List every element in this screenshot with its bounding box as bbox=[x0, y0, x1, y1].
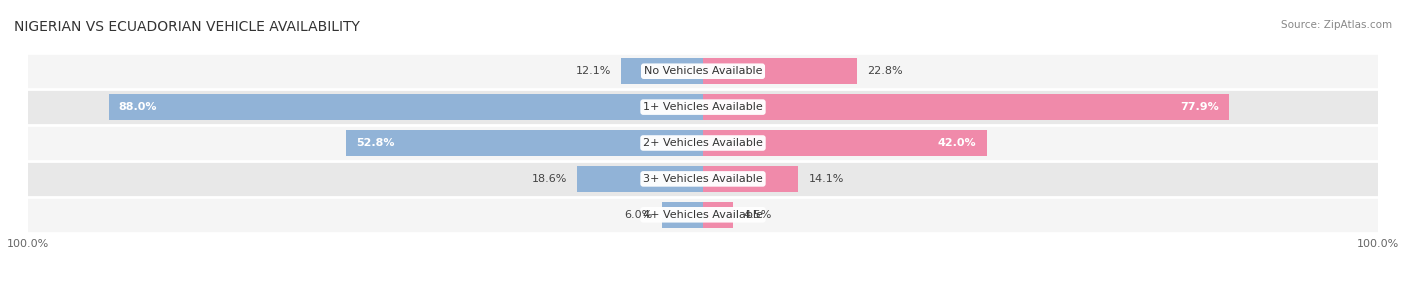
Bar bbox=[703, 130, 987, 156]
Text: 77.9%: 77.9% bbox=[1180, 102, 1219, 112]
Bar bbox=[108, 94, 703, 120]
Bar bbox=[28, 53, 1378, 89]
Text: 2+ Vehicles Available: 2+ Vehicles Available bbox=[643, 138, 763, 148]
Bar bbox=[28, 125, 1378, 161]
Text: 14.1%: 14.1% bbox=[808, 174, 844, 184]
Bar bbox=[703, 202, 734, 228]
Text: No Vehicles Available: No Vehicles Available bbox=[644, 66, 762, 76]
Bar bbox=[28, 161, 1378, 197]
Text: 1+ Vehicles Available: 1+ Vehicles Available bbox=[643, 102, 763, 112]
Text: 22.8%: 22.8% bbox=[868, 66, 903, 76]
Text: 4+ Vehicles Available: 4+ Vehicles Available bbox=[643, 210, 763, 220]
Text: 12.1%: 12.1% bbox=[576, 66, 612, 76]
Text: 52.8%: 52.8% bbox=[357, 138, 395, 148]
Bar bbox=[703, 94, 1229, 120]
Bar bbox=[28, 197, 1378, 233]
Bar bbox=[578, 166, 703, 192]
Bar bbox=[703, 58, 858, 84]
Text: 42.0%: 42.0% bbox=[938, 138, 977, 148]
Text: Source: ZipAtlas.com: Source: ZipAtlas.com bbox=[1281, 20, 1392, 30]
Bar bbox=[346, 130, 703, 156]
Bar bbox=[621, 58, 703, 84]
Text: 88.0%: 88.0% bbox=[118, 102, 157, 112]
Bar bbox=[28, 89, 1378, 125]
Text: 4.5%: 4.5% bbox=[744, 210, 772, 220]
Bar bbox=[703, 166, 799, 192]
Text: 18.6%: 18.6% bbox=[531, 174, 567, 184]
Bar bbox=[662, 202, 703, 228]
Text: 3+ Vehicles Available: 3+ Vehicles Available bbox=[643, 174, 763, 184]
Text: 6.0%: 6.0% bbox=[624, 210, 652, 220]
Text: NIGERIAN VS ECUADORIAN VEHICLE AVAILABILITY: NIGERIAN VS ECUADORIAN VEHICLE AVAILABIL… bbox=[14, 20, 360, 34]
